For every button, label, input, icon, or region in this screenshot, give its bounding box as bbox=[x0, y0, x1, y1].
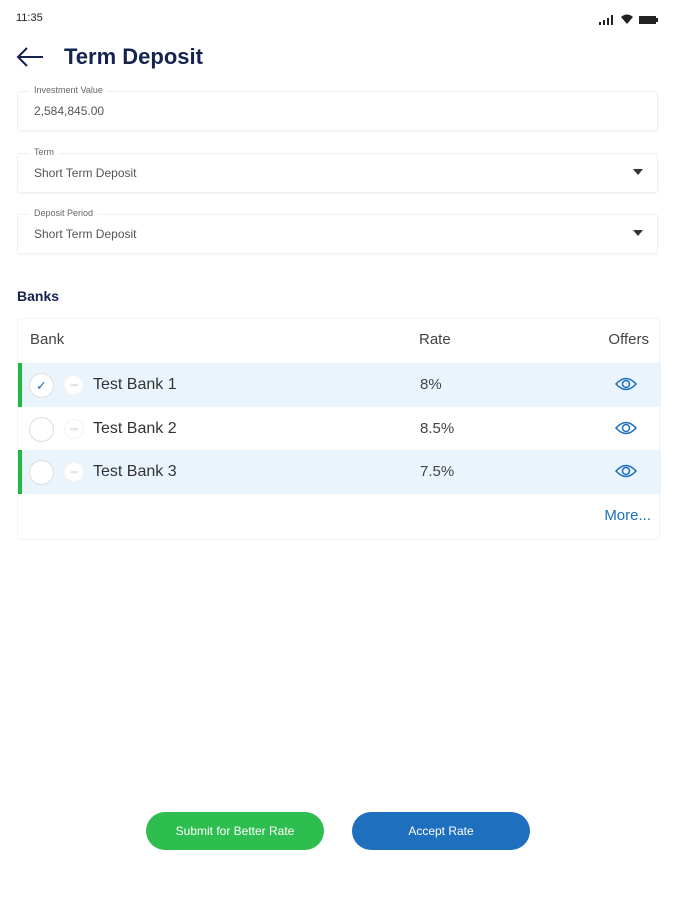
bank-name: Test Bank 1 bbox=[93, 376, 177, 393]
field-value: 2,584,845.00 bbox=[34, 104, 105, 118]
dropdown-caret-icon bbox=[633, 230, 643, 236]
bank-logo: logo bbox=[64, 375, 84, 395]
column-header-bank: Bank bbox=[30, 331, 65, 348]
status-bar: 11:35 bbox=[16, 12, 659, 28]
submit-better-rate-button[interactable]: Submit for Better Rate bbox=[146, 812, 324, 850]
bank-row[interactable]: logo Test Bank 3 7.5% bbox=[18, 450, 661, 494]
status-time: 11:35 bbox=[16, 12, 43, 24]
eye-icon[interactable] bbox=[615, 420, 637, 436]
select-checkbox[interactable]: ✓ bbox=[29, 373, 54, 398]
bank-rate: 8% bbox=[420, 376, 442, 393]
signal-icon bbox=[599, 14, 613, 25]
more-link[interactable]: More... bbox=[604, 507, 651, 524]
select-checkbox[interactable] bbox=[29, 460, 54, 485]
field-value: Short Term Deposit bbox=[34, 166, 137, 180]
bank-row[interactable]: ✓ logo Test Bank 1 8% bbox=[18, 363, 661, 407]
row-accent-bar bbox=[18, 363, 22, 407]
page-title: Term Deposit bbox=[64, 44, 203, 69]
row-accent-bar bbox=[18, 450, 22, 494]
eye-icon[interactable] bbox=[615, 463, 637, 479]
column-header-rate: Rate bbox=[419, 331, 451, 348]
bank-name: Test Bank 3 bbox=[93, 463, 177, 480]
accept-rate-button[interactable]: Accept Rate bbox=[352, 812, 530, 850]
battery-icon bbox=[639, 15, 658, 24]
bank-name: Test Bank 2 bbox=[93, 419, 177, 437]
dropdown-caret-icon bbox=[633, 169, 643, 175]
bank-rate: 8.5% bbox=[420, 419, 455, 437]
bank-logo: logo bbox=[64, 418, 84, 439]
banks-heading: Banks bbox=[17, 288, 60, 304]
select-checkbox[interactable] bbox=[29, 416, 54, 442]
column-header-offers: Offers bbox=[608, 331, 649, 348]
eye-icon[interactable] bbox=[615, 376, 637, 392]
bank-rate: 7.5% bbox=[420, 463, 455, 480]
back-arrow-icon[interactable] bbox=[16, 47, 44, 67]
app-header: Term Deposit bbox=[16, 44, 203, 70]
banks-table: Bank Rate Offers ✓ logo Test Bank 1 8% logo T… bbox=[17, 318, 661, 540]
field-label: Deposit Period bbox=[30, 208, 98, 218]
investment-value-field[interactable]: Investment Value 2,584,845.00 bbox=[17, 85, 658, 131]
field-label: Term bbox=[30, 147, 58, 157]
field-label: Investment Value bbox=[30, 85, 107, 95]
wifi-icon bbox=[621, 14, 633, 24]
bank-logo: logo bbox=[64, 462, 84, 482]
bank-row[interactable]: logo Test Bank 2 8.5% bbox=[18, 407, 661, 451]
field-value: Short Term Deposit bbox=[34, 227, 137, 241]
deposit-period-select[interactable]: Deposit Period Short Term Deposit bbox=[17, 208, 658, 254]
term-select[interactable]: Term Short Term Deposit bbox=[17, 147, 658, 193]
